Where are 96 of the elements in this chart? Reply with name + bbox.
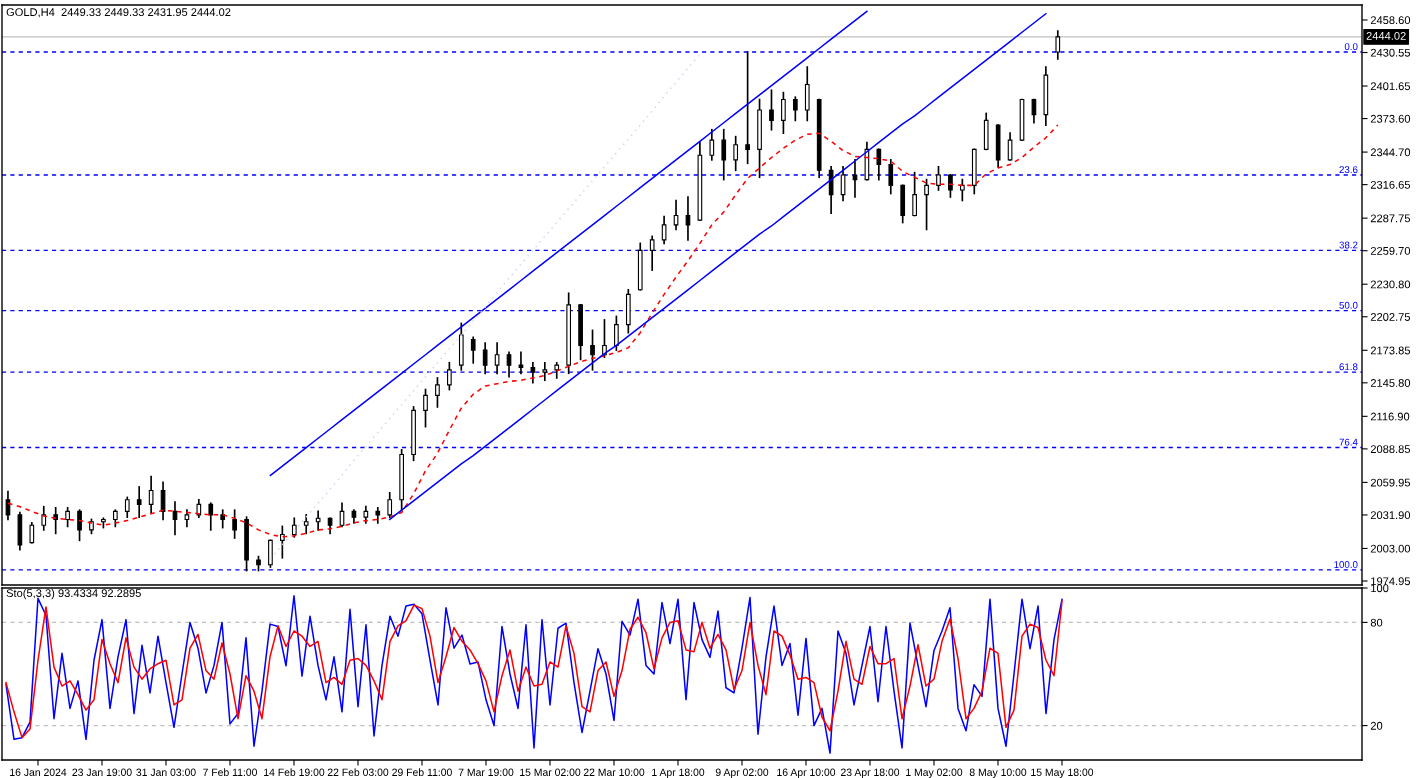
y-tick-label: 2230.80 <box>1370 280 1411 289</box>
candlestick <box>77 509 82 542</box>
candlestick <box>506 351 512 378</box>
candlestick <box>435 377 440 408</box>
candlestick <box>220 509 226 529</box>
x-tick-label: 15 Mar 02:00 <box>520 768 581 776</box>
y-tick-label: 2059.95 <box>1370 478 1411 487</box>
candlestick <box>65 507 70 528</box>
candlestick <box>470 336 476 364</box>
annotation: 100.0 <box>1334 561 1358 568</box>
candlestick <box>482 342 488 375</box>
candlestick <box>530 362 536 384</box>
x-tick-label: 1 May 02:00 <box>906 768 963 778</box>
candlestick <box>29 522 35 544</box>
candlestick <box>1031 98 1037 124</box>
candlestick <box>960 178 965 202</box>
candlestick <box>280 525 285 559</box>
candlestick <box>1055 30 1061 60</box>
annotation: 38.2 <box>1339 241 1358 249</box>
x-tick-label: 31 Jan 03:00 <box>136 768 196 776</box>
x-tick-label: 22 Mar 10:00 <box>583 768 645 776</box>
x-tick-label: 8 May 10:00 <box>969 768 1027 778</box>
x-tick-label: 16 Jan 2024 <box>10 768 67 776</box>
line-series <box>269 53 701 560</box>
y-tick-label: 2031.90 <box>1370 511 1411 520</box>
x-tick-label: 16 Apr 10:00 <box>777 768 836 778</box>
ref-line-label: 2444.02 <box>1366 31 1406 40</box>
x-tick-label: 1 Apr 18:00 <box>652 768 705 778</box>
y-tick-label: 2088.85 <box>1370 445 1411 454</box>
candlestick <box>315 510 321 531</box>
candlestick <box>769 89 774 131</box>
x-tick-label: 7 Feb 11:00 <box>203 768 258 776</box>
y-tick-label: 100 <box>1371 584 1389 593</box>
candlestick <box>494 342 500 375</box>
candlestick <box>387 491 393 518</box>
candlestick <box>124 496 130 518</box>
x-tick-label: 15 May 18:00 <box>1031 768 1094 778</box>
candlestick <box>649 235 655 271</box>
y-tick-label: 80 <box>1370 618 1383 627</box>
annotation: 23.6 <box>1339 166 1358 174</box>
candlestick <box>423 388 428 428</box>
candlestick <box>1007 132 1013 161</box>
x-tick-label: 9 Apr 02:00 <box>715 768 769 778</box>
x-tick-label: 23 Jan 19:00 <box>72 768 132 776</box>
candlestick <box>733 135 739 172</box>
y-tick-label: 2145.80 <box>1370 379 1411 387</box>
annotation: 76.4 <box>1339 438 1358 446</box>
y-tick-label: 2116.90 <box>1370 412 1410 421</box>
y-tick-label: 2316.65 <box>1370 180 1411 189</box>
y-tick-label: 2344.70 <box>1370 148 1411 157</box>
candlestick <box>721 128 727 181</box>
candlestick <box>745 51 750 165</box>
candlestick <box>375 507 381 524</box>
candlestick <box>614 315 619 351</box>
candlestick <box>303 513 309 535</box>
chart-title: GOLD,H4 2449.33 2449.33 2431.95 2444.02 <box>6 8 231 18</box>
candlestick <box>590 329 595 371</box>
y-tick-label: 2458.60 <box>1370 16 1411 25</box>
candlestick <box>781 91 786 135</box>
candlestick <box>232 509 237 539</box>
candlestick <box>148 475 154 514</box>
candlestick <box>912 171 917 217</box>
candlestick <box>709 128 715 161</box>
candlestick <box>447 362 452 391</box>
annotation: 0.0 <box>1344 43 1358 51</box>
y-tick-label: 1974.95 <box>1371 577 1411 586</box>
candlestick <box>661 215 667 245</box>
y-tick-label: 2202.75 <box>1370 313 1411 321</box>
candlestick <box>936 165 941 191</box>
y-tick-label: 2173.85 <box>1370 346 1411 355</box>
candlestick <box>208 502 214 531</box>
candlestick <box>136 486 142 518</box>
candlestick <box>888 159 894 195</box>
x-tick-label: 29 Feb 11:00 <box>392 768 452 776</box>
x-tick-label: 22 Feb 03:00 <box>327 768 389 776</box>
annotation: 50.0 <box>1339 301 1358 309</box>
candlestick <box>792 96 798 122</box>
y-tick-label: 2287.75 <box>1370 214 1411 223</box>
candlestick <box>542 362 548 382</box>
x-tick-label: 7 Mar 19:00 <box>458 768 514 776</box>
candlestick <box>924 178 929 231</box>
x-tick-label: 14 Feb 19:00 <box>264 768 325 776</box>
x-tick-label: 23 Apr 18:00 <box>840 768 900 778</box>
candlestick <box>41 505 47 531</box>
y-tick-label: 20 <box>1370 721 1383 730</box>
candlestick <box>852 159 858 198</box>
candlestick <box>53 507 59 535</box>
candlestick <box>876 148 882 181</box>
y-tick-label: 2373.60 <box>1370 114 1411 123</box>
y-tick-label: 2430.55 <box>1370 48 1411 57</box>
y-tick-label: 2401.65 <box>1370 82 1411 91</box>
annotation: 61.8 <box>1339 363 1358 371</box>
y-tick-label: 2259.70 <box>1370 246 1411 255</box>
y-tick-label: 2003.00 <box>1370 544 1411 553</box>
chart-title: Sto(5,3,3) 93.4334 92.2895 <box>6 588 141 600</box>
candlestick <box>291 517 297 538</box>
